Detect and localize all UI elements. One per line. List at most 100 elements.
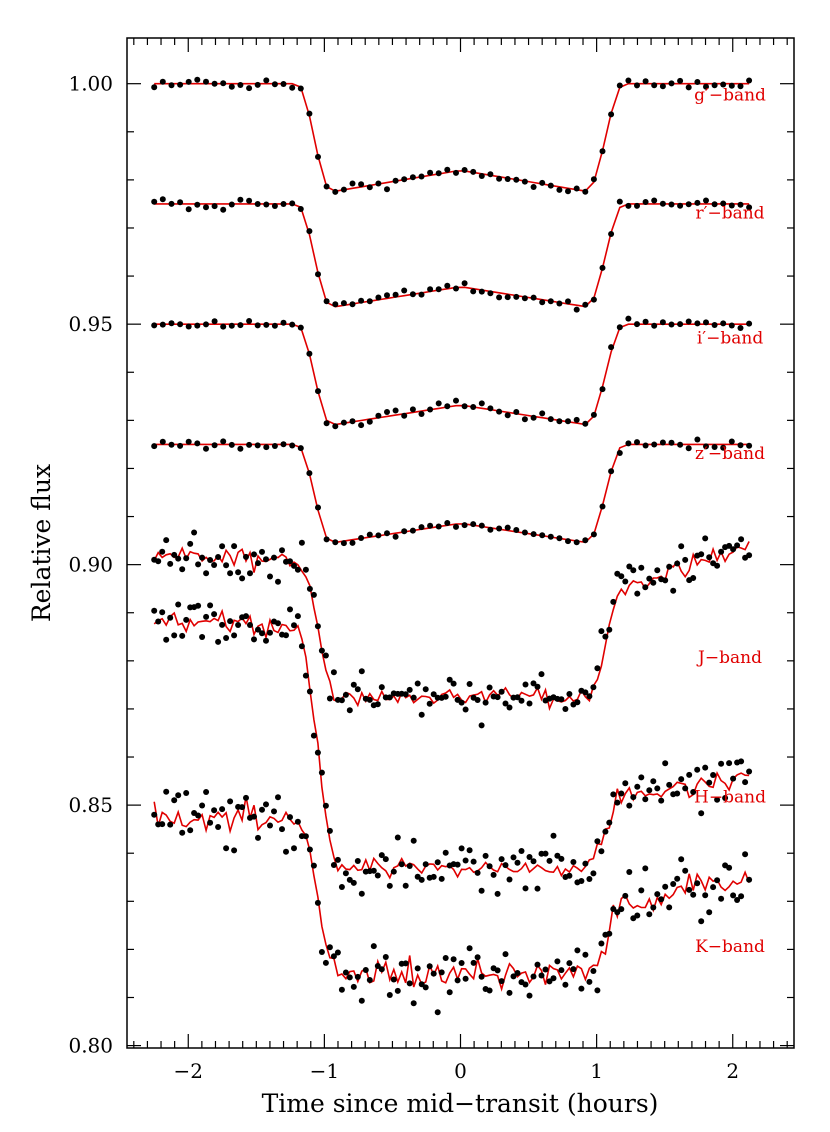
data-point bbox=[239, 804, 246, 811]
data-point bbox=[167, 560, 174, 567]
data-point bbox=[474, 954, 481, 961]
data-point bbox=[332, 301, 339, 308]
data-point bbox=[674, 875, 681, 882]
data-point bbox=[444, 282, 451, 289]
data-point bbox=[418, 524, 425, 531]
data-point bbox=[685, 84, 692, 91]
data-point bbox=[358, 181, 365, 188]
data-point bbox=[435, 170, 442, 177]
data-point bbox=[714, 796, 721, 803]
data-point bbox=[602, 633, 609, 640]
data-point bbox=[586, 876, 593, 882]
data-point bbox=[482, 852, 489, 859]
data-point bbox=[590, 870, 597, 877]
data-point bbox=[279, 826, 285, 833]
data-point bbox=[542, 966, 549, 973]
data-point bbox=[698, 810, 705, 817]
data-point bbox=[263, 321, 270, 328]
data-point bbox=[720, 81, 727, 88]
data-point bbox=[427, 406, 434, 413]
data-point bbox=[726, 542, 733, 549]
data-point bbox=[375, 412, 382, 419]
data-point bbox=[474, 869, 481, 876]
data-point bbox=[330, 669, 337, 676]
data-point bbox=[642, 78, 649, 85]
data-point bbox=[211, 318, 218, 325]
data-point bbox=[358, 422, 365, 429]
data-point bbox=[638, 774, 645, 781]
data-point bbox=[203, 570, 210, 577]
data-point bbox=[547, 416, 554, 423]
data-point bbox=[616, 450, 623, 456]
data-point bbox=[666, 904, 673, 911]
data-point bbox=[562, 981, 569, 988]
data-point bbox=[642, 584, 649, 591]
data-point bbox=[642, 318, 649, 325]
data-point bbox=[418, 411, 425, 417]
data-point bbox=[718, 895, 725, 902]
data-point bbox=[279, 547, 285, 554]
data-point bbox=[496, 175, 503, 182]
data-point bbox=[310, 732, 317, 739]
data-point bbox=[518, 848, 525, 854]
data-point bbox=[654, 891, 661, 898]
data-point bbox=[267, 573, 273, 580]
data-point bbox=[690, 575, 697, 581]
data-point bbox=[366, 418, 373, 425]
data-point bbox=[155, 618, 162, 625]
data-point bbox=[426, 963, 433, 970]
data-point bbox=[426, 700, 433, 707]
data-point bbox=[289, 200, 296, 207]
data-point bbox=[478, 973, 485, 980]
data-point bbox=[478, 173, 485, 179]
data-point bbox=[502, 700, 509, 707]
data-point bbox=[271, 322, 278, 329]
data-point bbox=[159, 196, 166, 203]
data-point bbox=[702, 535, 709, 542]
data-point bbox=[737, 83, 744, 90]
data-point bbox=[438, 875, 445, 882]
data-point bbox=[486, 863, 493, 870]
data-point bbox=[462, 857, 469, 864]
data-point bbox=[223, 845, 230, 852]
data-point bbox=[302, 566, 309, 573]
data-point bbox=[168, 320, 175, 327]
data-point bbox=[246, 85, 253, 92]
data-point bbox=[168, 200, 175, 207]
data-point bbox=[219, 621, 226, 628]
data-point bbox=[291, 622, 297, 629]
data-point bbox=[685, 201, 692, 208]
data-point bbox=[550, 832, 557, 839]
data-point bbox=[346, 974, 353, 981]
data-point bbox=[382, 954, 389, 960]
data-point bbox=[326, 827, 333, 834]
data-point bbox=[746, 204, 753, 211]
data-point bbox=[203, 204, 209, 211]
data-point bbox=[690, 789, 697, 795]
data-point bbox=[220, 206, 227, 213]
data-point bbox=[650, 778, 657, 785]
data-point bbox=[582, 420, 589, 427]
data-point bbox=[706, 909, 713, 916]
data-point bbox=[275, 578, 281, 585]
data-point bbox=[246, 441, 253, 448]
data-point bbox=[718, 760, 725, 767]
data-point bbox=[287, 606, 293, 613]
data-point bbox=[254, 81, 261, 88]
data-point bbox=[358, 668, 365, 675]
data-point bbox=[291, 562, 297, 569]
data-point bbox=[446, 989, 453, 996]
data-point bbox=[378, 684, 385, 691]
data-point bbox=[223, 635, 230, 641]
data-point bbox=[402, 691, 409, 698]
data-point bbox=[599, 386, 606, 393]
data-point bbox=[694, 320, 701, 327]
data-point bbox=[231, 543, 238, 550]
data-point bbox=[634, 82, 640, 89]
data-point bbox=[187, 540, 194, 547]
data-point bbox=[685, 318, 692, 325]
data-point bbox=[590, 411, 597, 418]
data-point bbox=[322, 802, 329, 809]
y-tick-label: 0.80 bbox=[68, 1034, 113, 1058]
